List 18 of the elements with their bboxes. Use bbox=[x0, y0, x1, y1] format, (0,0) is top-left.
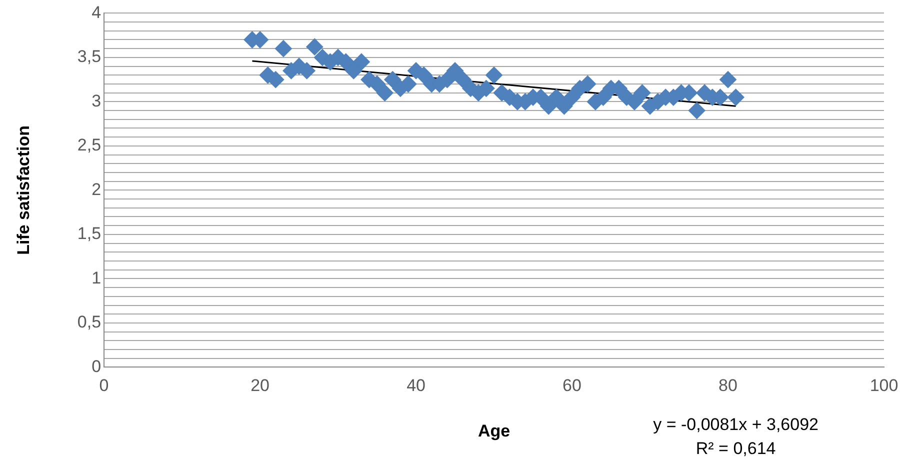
x-tick-label: 60 bbox=[562, 376, 582, 396]
y-tick-label: 1,5 bbox=[77, 224, 102, 244]
text: R² = 0,614 bbox=[696, 438, 776, 458]
y-tick-label: 1 bbox=[92, 268, 102, 288]
x-tick-label: 20 bbox=[250, 376, 270, 396]
y-tick-label: 2,5 bbox=[77, 136, 102, 155]
y-axis-title: Life satisfaction bbox=[14, 125, 33, 255]
y-tick-label: 0,5 bbox=[77, 312, 102, 332]
y-tick-label: 2 bbox=[92, 180, 102, 199]
y-tick-label: 0 bbox=[92, 356, 102, 376]
text: y = -0,0081x + 3,6092 bbox=[653, 414, 819, 434]
x-tick-label: 100 bbox=[870, 376, 898, 396]
y-tick-label: 3 bbox=[92, 91, 102, 110]
y-tick-label: 3,5 bbox=[77, 47, 102, 66]
x-tick-label: 40 bbox=[406, 376, 426, 396]
x-tick-label: 80 bbox=[718, 376, 738, 396]
y-tick-label: 4 bbox=[92, 2, 102, 22]
x-axis-title: Age bbox=[478, 421, 510, 440]
